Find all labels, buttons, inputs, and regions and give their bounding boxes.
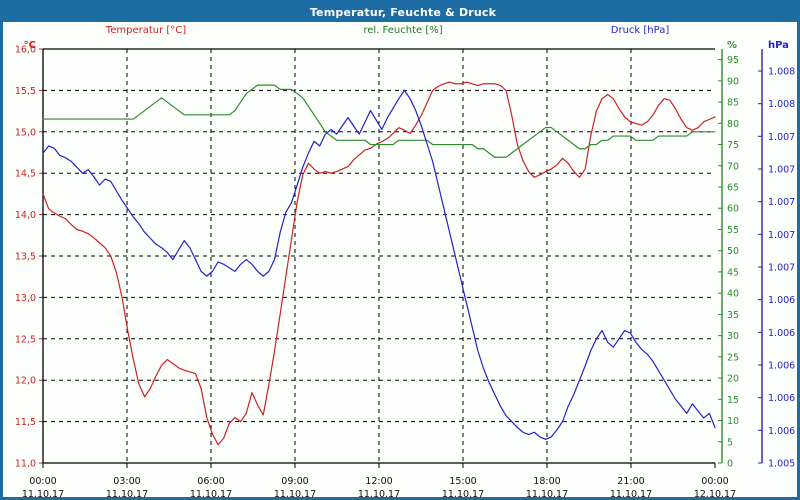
- x-axis-time-label: 18:00: [533, 476, 560, 487]
- pressure-axis-tick-label: 1.007: [768, 165, 795, 176]
- chart-legend: Temperatur [°C] rel. Feuchte [%] Druck […: [3, 25, 797, 39]
- humidity-axis-tick-label: 60: [727, 204, 739, 215]
- legend-temperature: Temperatur [°C]: [105, 25, 187, 36]
- x-axis-date-label: 11.10.17: [442, 489, 484, 500]
- humidity-axis-tick-label: 75: [727, 140, 739, 151]
- humidity-line: [42, 84, 716, 158]
- humidity-axis-tick-label: 30: [727, 331, 739, 342]
- humidity-axis-tick-label: 50: [727, 246, 739, 257]
- x-axis-date-label: 11.10.17: [274, 489, 316, 500]
- x-axis-date-label: 11.10.17: [526, 489, 568, 500]
- left-axis-tick-label: 12,5: [15, 334, 36, 345]
- pressure-axis-tick-label: 1.005: [768, 459, 795, 470]
- pressure-axis-tick-label: 1.006: [768, 328, 795, 339]
- humidity-axis-tick-label: 35: [727, 310, 739, 321]
- humidity-axis-tick-label: 85: [727, 98, 739, 109]
- humidity-axis-tick-label: 95: [727, 55, 739, 66]
- humidity-axis-tick-label: 0: [727, 459, 733, 470]
- humidity-axis-tick-label: 10: [727, 416, 739, 427]
- chart-plot-area: 16,0 15,5 15,0 14,5 14,0 13,5 13,0 12,5 12,0 11,5…: [3, 39, 797, 500]
- humidity-axis-tick-label: 45: [727, 267, 739, 278]
- pressure-line: [42, 89, 716, 440]
- temperature-line: [42, 81, 716, 446]
- left-axis-tick-label: 13,5: [15, 252, 36, 263]
- left-axis-tick-label: 15,5: [15, 86, 36, 97]
- x-axis-time-label: 06:00: [197, 476, 224, 487]
- humidity-axis-tick-label: 25: [727, 352, 739, 363]
- pressure-axis-tick-label: 1.006: [768, 426, 795, 437]
- humidity-axis-tick-label: 65: [727, 183, 739, 194]
- window-title: Temperatur, Feuchte & Druck: [309, 6, 497, 19]
- x-axis-time-label: 09:00: [281, 476, 308, 487]
- pressure-axis-tick-label: 1.007: [768, 230, 795, 241]
- left-axis-tick-label: 11,0: [15, 459, 36, 470]
- x-axis-time-label: 00:00: [29, 476, 56, 487]
- humidity-axis-tick-label: 90: [727, 76, 739, 87]
- x-axis-time-label: 15:00: [449, 476, 476, 487]
- pressure-axis-unit: hPa: [768, 40, 789, 51]
- pressure-axis-tick-label: 1.006: [768, 361, 795, 372]
- humidity-axis-unit: %: [727, 40, 737, 51]
- chart-svg: 16,0 15,5 15,0 14,5 14,0 13,5 13,0 12,5 12,0 11,5…: [15, 40, 795, 500]
- left-axis-tick-label: 12,0: [15, 376, 36, 387]
- pressure-axis-tick-label: 1.007: [768, 263, 795, 274]
- x-axis-date-label: 11.10.17: [106, 489, 148, 500]
- x-axis-time-label: 00:00: [701, 476, 728, 487]
- left-axis-tick-label: 14,0: [15, 210, 36, 221]
- x-axis-date-label: 11.10.17: [190, 489, 232, 500]
- x-axis-date-label: 12.10.17: [694, 489, 736, 500]
- left-axis-tick-label: 13,0: [15, 293, 36, 304]
- pressure-axis-tick-label: 1.007: [768, 132, 795, 143]
- pressure-axis-tick-label: 1.006: [768, 295, 795, 306]
- left-axis-unit: °C: [24, 40, 36, 51]
- x-axis-date-label: 11.10.17: [358, 489, 400, 500]
- window-titlebar: Temperatur, Feuchte & Druck: [3, 3, 797, 22]
- left-axis-tick-label: 14,5: [15, 169, 36, 180]
- humidity-axis-tick-label: 70: [727, 161, 739, 172]
- left-axis-tick-label: 16,0: [15, 45, 36, 56]
- legend-pressure: Druck [hPa]: [610, 25, 670, 36]
- x-axis-time-label: 12:00: [365, 476, 392, 487]
- legend-humidity: rel. Feuchte [%]: [363, 25, 443, 36]
- x-axis-time-label: 03:00: [113, 476, 140, 487]
- humidity-axis-tick-label: 40: [727, 289, 739, 300]
- x-axis-time-label: 21:00: [617, 476, 644, 487]
- humidity-axis-tick-label: 55: [727, 225, 739, 236]
- humidity-axis-tick-label: 80: [727, 119, 739, 130]
- pressure-axis-tick-label: 1.008: [768, 67, 795, 78]
- x-axis-date-label: 11.10.17: [22, 489, 64, 500]
- left-axis-tick-label: 15,0: [15, 127, 36, 138]
- pressure-axis-tick-label: 1.008: [768, 99, 795, 110]
- humidity-axis-tick-label: 15: [727, 395, 739, 406]
- pressure-axis-tick-label: 1.007: [768, 197, 795, 208]
- left-axis-tick-label: 11,5: [15, 417, 36, 428]
- humidity-axis-tick-label: 20: [727, 374, 739, 385]
- pressure-axis-tick-label: 1.006: [768, 393, 795, 404]
- humidity-axis-tick-label: 5: [727, 437, 733, 448]
- x-axis-date-label: 11.10.17: [610, 489, 652, 500]
